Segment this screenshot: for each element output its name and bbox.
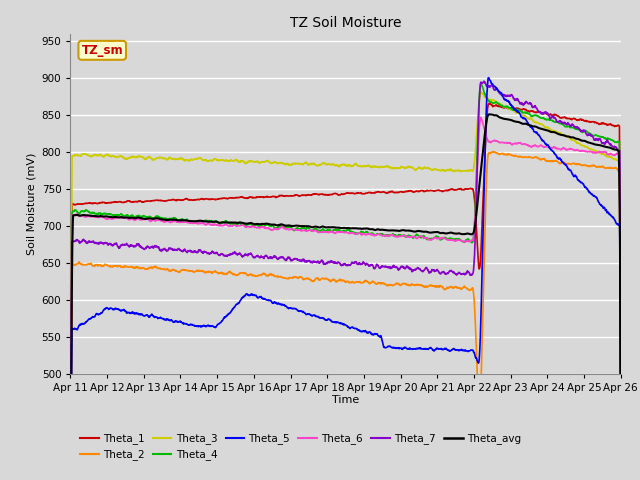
Theta_2 — [319, 276, 327, 281]
Theta_1 — [319, 192, 327, 197]
Theta_4 — [601, 135, 609, 141]
Theta_5 — [617, 431, 625, 436]
Theta_6 — [334, 229, 342, 235]
Theta_4 — [67, 476, 74, 480]
Line: Theta_4: Theta_4 — [70, 83, 621, 479]
Theta_avg — [319, 224, 327, 229]
Theta_4 — [601, 135, 609, 141]
Theta_2 — [601, 165, 609, 171]
Theta_avg — [617, 460, 625, 466]
Theta_6 — [601, 149, 609, 155]
Theta_2 — [601, 165, 609, 171]
Theta_3 — [617, 402, 625, 408]
Theta_3 — [500, 104, 508, 110]
Line: Theta_avg: Theta_avg — [70, 114, 621, 480]
Theta_7 — [480, 78, 488, 84]
Theta_3 — [95, 152, 102, 158]
Line: Theta_2: Theta_2 — [70, 152, 621, 480]
Theta_2 — [617, 407, 625, 412]
Theta_1 — [67, 471, 74, 477]
Theta_avg — [601, 144, 609, 150]
Line: Theta_3: Theta_3 — [70, 92, 621, 450]
Theta_1 — [486, 100, 493, 106]
Theta_6 — [500, 140, 508, 146]
Theta_4 — [617, 390, 625, 396]
Text: TZ_sm: TZ_sm — [81, 44, 123, 57]
Theta_7 — [617, 385, 625, 391]
Line: Theta_5: Theta_5 — [70, 78, 621, 480]
Theta_5 — [334, 319, 342, 325]
Theta_4 — [334, 227, 342, 233]
Theta_7 — [601, 140, 609, 146]
Theta_5 — [319, 315, 327, 321]
Theta_avg — [95, 214, 102, 219]
Theta_5 — [500, 96, 508, 102]
Theta_3 — [334, 163, 342, 168]
Theta_1 — [601, 121, 609, 127]
Theta_6 — [601, 149, 609, 155]
Theta_6 — [617, 398, 625, 404]
Theta_5 — [95, 312, 102, 318]
Theta_4 — [477, 80, 485, 85]
Theta_4 — [95, 211, 102, 216]
Line: Theta_6: Theta_6 — [70, 118, 621, 480]
X-axis label: Time: Time — [332, 395, 359, 405]
Theta_1 — [500, 105, 508, 110]
Line: Theta_1: Theta_1 — [70, 103, 621, 474]
Theta_avg — [485, 111, 493, 117]
Theta_avg — [601, 144, 609, 149]
Theta_5 — [601, 207, 609, 213]
Theta_7 — [500, 92, 508, 98]
Theta_1 — [95, 200, 102, 206]
Theta_2 — [334, 278, 342, 284]
Theta_4 — [500, 104, 508, 110]
Theta_4 — [319, 227, 327, 232]
Theta_6 — [319, 228, 327, 234]
Theta_7 — [95, 241, 102, 247]
Theta_3 — [601, 152, 609, 157]
Theta_avg — [334, 225, 342, 230]
Theta_6 — [67, 477, 74, 480]
Theta_6 — [95, 215, 102, 220]
Theta_5 — [484, 75, 492, 81]
Line: Theta_7: Theta_7 — [70, 81, 621, 480]
Theta_1 — [617, 382, 625, 387]
Theta_1 — [334, 192, 342, 198]
Theta_2 — [95, 263, 102, 268]
Theta_7 — [334, 259, 342, 265]
Theta_6 — [477, 115, 484, 120]
Theta_3 — [67, 447, 74, 453]
Theta_2 — [500, 152, 508, 157]
Theta_3 — [319, 160, 327, 166]
Theta_7 — [601, 142, 609, 147]
Theta_5 — [601, 206, 609, 212]
Theta_7 — [319, 261, 327, 267]
Theta_3 — [601, 152, 609, 157]
Title: TZ Soil Moisture: TZ Soil Moisture — [290, 16, 401, 30]
Theta_2 — [490, 149, 497, 155]
Y-axis label: Soil Moisture (mV): Soil Moisture (mV) — [26, 153, 36, 255]
Theta_avg — [500, 116, 508, 122]
Theta_3 — [477, 89, 484, 95]
Theta_1 — [601, 121, 609, 127]
Legend: Theta_1, Theta_2, Theta_3, Theta_4, Theta_5, Theta_6, Theta_7, Theta_avg: Theta_1, Theta_2, Theta_3, Theta_4, Thet… — [76, 429, 525, 465]
